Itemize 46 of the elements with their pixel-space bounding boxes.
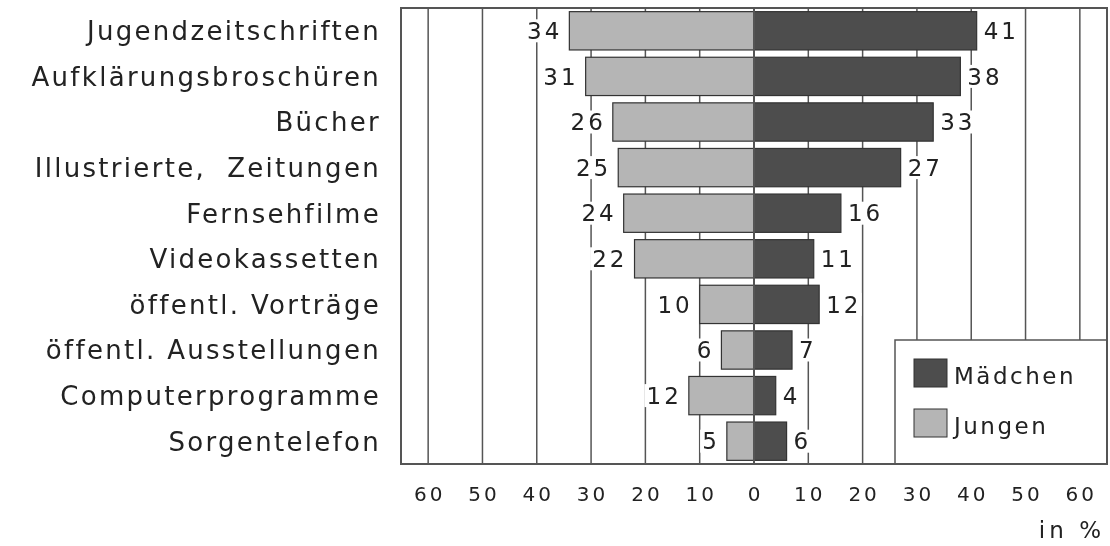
data-label: 25 <box>575 154 612 181</box>
x-tick-label: 0 <box>747 482 764 506</box>
data-label: 34 <box>527 18 563 45</box>
data-label: 12 <box>826 291 862 318</box>
x-tick-label: 30 <box>902 482 935 506</box>
y-tick-label: Computerprogramme <box>60 380 381 411</box>
data-label: 24 <box>581 200 617 227</box>
x-tick-label: 40 <box>957 482 989 506</box>
y-tick-label: Sorgentelefon <box>168 426 381 457</box>
data-label: 26 <box>570 109 606 136</box>
data-label: 10 <box>657 291 693 318</box>
data-label: 5 <box>702 428 720 455</box>
x-tick-label: 20 <box>631 482 663 506</box>
data-label: 6 <box>793 428 812 455</box>
y-tick-label: Jugendzeitschriften <box>85 16 381 47</box>
data-label: 27 <box>907 154 943 181</box>
x-tick-label: 50 <box>1011 482 1043 506</box>
data-label: 12 <box>646 382 682 409</box>
y-tick-label: öffentl. Vorträge <box>129 289 381 320</box>
y-tick-label: Bücher <box>275 107 381 138</box>
y-tick-label: öffentl. Ausstellungen <box>45 335 381 366</box>
y-tick-label: Fernsehfilme <box>186 198 381 229</box>
x-tick-label: 50 <box>468 482 500 506</box>
data-label: 41 <box>983 18 1019 45</box>
x-tick-label: 10 <box>685 482 717 506</box>
data-label: 22 <box>592 246 628 273</box>
data-label: 33 <box>940 109 976 136</box>
legend-label: Mädchen <box>954 363 1076 390</box>
y-tick-label: Illustrierte, Zeitungen <box>34 152 381 183</box>
data-label: 11 <box>820 246 857 273</box>
data-label: 16 <box>847 200 884 227</box>
legend-label: Jungen <box>952 413 1049 440</box>
data-label: 38 <box>967 63 1003 90</box>
x-tick-label: 20 <box>848 482 880 506</box>
x-tick-label: 60 <box>1065 482 1098 506</box>
data-label: 4 <box>782 382 801 409</box>
data-label: 7 <box>799 337 817 364</box>
x-tick-label: 60 <box>413 482 446 506</box>
data-label: 31 <box>543 63 579 90</box>
data-label: 6 <box>696 337 715 364</box>
x-tick-label: 30 <box>576 482 609 506</box>
x-tick-label: 10 <box>794 482 826 506</box>
x-axis-title: in % <box>1038 517 1105 543</box>
y-tick-label: Aufklärungsbroschüren <box>31 61 381 92</box>
x-tick-label: 40 <box>522 482 554 506</box>
y-tick-label: Videokassetten <box>149 244 381 275</box>
